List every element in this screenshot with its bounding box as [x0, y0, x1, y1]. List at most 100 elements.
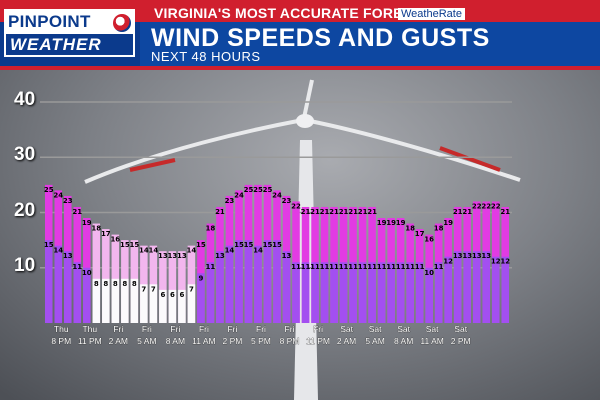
speed-value-label: 6 [160, 291, 165, 299]
speed-value-label: 11 [348, 263, 358, 271]
speed-bar [102, 278, 110, 323]
speed-value-label: 13 [472, 252, 482, 260]
gust-value-label: 21 [301, 208, 311, 216]
header: PINPOINT WEATHER VIRGINIA'S MOST ACCURAT… [0, 0, 600, 70]
speed-bar [444, 256, 452, 323]
speed-value-label: 12 [491, 258, 501, 266]
gust-value-label: 24 [53, 191, 63, 199]
speed-value-label: 8 [94, 280, 99, 288]
x-tick-day: Fri [285, 324, 295, 334]
speed-bar [187, 284, 196, 323]
speed-value-label: 11 [329, 263, 339, 271]
x-tick-time: 5 AM [365, 336, 384, 346]
x-tick-time: 8 AM [394, 336, 413, 346]
speed-value-label: 7 [151, 285, 156, 293]
speed-bar [73, 262, 82, 323]
speed-bar [92, 278, 101, 323]
speed-value-label: 6 [170, 291, 175, 299]
speed-bar [453, 251, 462, 323]
speed-value-label: 11 [405, 263, 415, 271]
x-tick-day: Fri [170, 324, 180, 334]
speed-value-label: 11 [415, 263, 425, 271]
speed-value-label: 8 [113, 280, 118, 288]
speed-bar [377, 262, 386, 323]
gust-value-label: 18 [91, 225, 101, 233]
gust-value-label: 13 [168, 252, 178, 260]
gust-value-label: 15 [129, 241, 139, 249]
speed-bar [83, 267, 91, 323]
gust-value-label: 14 [139, 247, 149, 255]
bars: 25 15 24 14 23 13 21 11 19 10 18 8 17 8 16 8 15 8 15 8 14 7 14… [44, 184, 510, 323]
speed-bar [206, 262, 215, 323]
page-title: WIND SPEEDS AND GUSTS [151, 24, 490, 52]
gust-value-label: 23 [63, 197, 73, 205]
brand-logo: WeatheRate [398, 8, 465, 20]
x-tick-time: 5 AM [137, 336, 156, 346]
speed-bar [45, 240, 53, 323]
gust-value-label: 13 [158, 252, 168, 260]
gust-value-label: 15 [196, 241, 206, 249]
speed-bar [311, 262, 319, 323]
speed-bar [216, 251, 224, 323]
speed-value-label: 11 [310, 263, 320, 271]
speed-value-label: 7 [141, 285, 146, 293]
gust-value-label: 19 [443, 219, 453, 227]
gust-value-label: 21 [367, 208, 377, 216]
gust-bar [159, 251, 167, 323]
speed-value-label: 11 [367, 263, 377, 271]
speed-value-label: 11 [72, 263, 82, 271]
speed-bar [130, 278, 139, 323]
x-tick-time: 11 AM [192, 336, 215, 346]
speed-bar [159, 289, 167, 323]
speed-bar [349, 262, 357, 323]
gust-value-label: 22 [291, 202, 301, 210]
speed-bar [64, 251, 72, 323]
speed-bar [463, 251, 471, 323]
gust-value-label: 25 [253, 186, 263, 194]
y-tick-20: 20 [14, 200, 36, 221]
speed-value-label: 8 [103, 280, 108, 288]
gust-value-label: 24 [272, 191, 282, 199]
x-tick-time: 2 AM [337, 336, 356, 346]
gust-value-label: 19 [386, 219, 396, 227]
gust-bar [92, 223, 101, 323]
gust-value-label: 19 [396, 219, 406, 227]
speed-value-label: 13 [215, 252, 225, 260]
speed-value-label: 11 [206, 263, 216, 271]
speed-bar [121, 278, 129, 323]
gust-value-label: 21 [72, 208, 82, 216]
gust-value-label: 23 [282, 197, 292, 205]
logo: PINPOINT WEATHER [4, 9, 135, 57]
speed-value-label: 11 [377, 263, 387, 271]
x-tick-time: 11 PM [306, 336, 330, 346]
y-tick-30: 30 [14, 144, 36, 165]
speed-bar [387, 262, 395, 323]
gust-value-label: 21 [462, 208, 472, 216]
gust-bar [168, 251, 177, 323]
gust-value-label: 21 [348, 208, 358, 216]
x-tick-day: Fri [227, 324, 237, 334]
speed-bar [111, 278, 120, 323]
x-tick-day: Sat [454, 324, 467, 334]
speed-bar [396, 262, 405, 323]
speed-bar [406, 262, 414, 323]
speed-value-label: 11 [301, 263, 311, 271]
gust-value-label: 21 [453, 208, 463, 216]
speed-value-label: 11 [434, 263, 444, 271]
speed-value-label: 10 [424, 269, 434, 277]
speed-value-label: 13 [63, 252, 73, 260]
gust-value-label: 25 [263, 186, 273, 194]
speed-bar [425, 267, 433, 323]
speed-value-label: 11 [358, 263, 368, 271]
gust-value-label: 18 [434, 225, 444, 233]
gust-value-label: 14 [148, 247, 158, 255]
x-tick-day: Fri [142, 324, 152, 334]
speed-bar [54, 245, 63, 323]
gust-value-label: 21 [215, 208, 225, 216]
speed-bar [491, 256, 500, 323]
speed-bar [282, 251, 291, 323]
x-tick-time: 2 PM [451, 336, 471, 346]
speed-value-label: 11 [291, 263, 301, 271]
x-tick-time: 2 PM [223, 336, 243, 346]
